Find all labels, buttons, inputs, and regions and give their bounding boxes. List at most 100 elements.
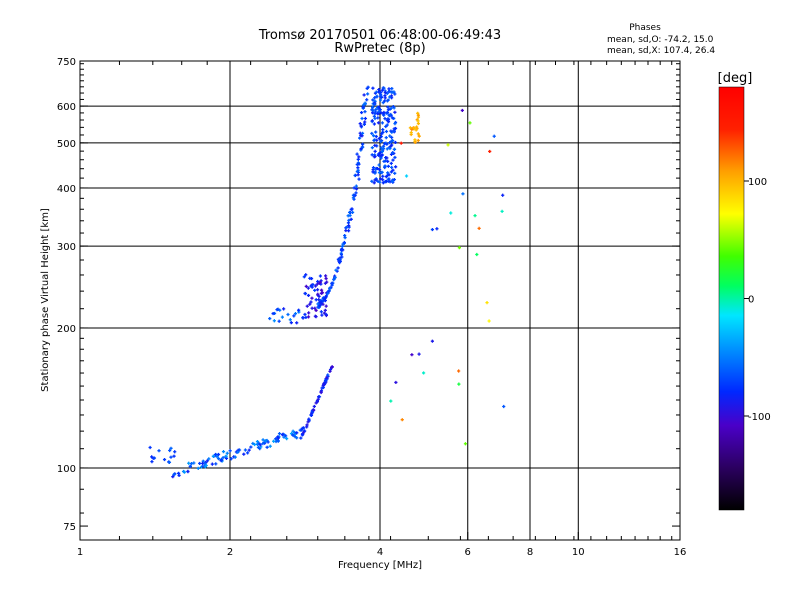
data-point [347,229,351,233]
data-point [371,98,375,102]
data-point [277,432,282,436]
data-point [357,177,361,181]
data-point [324,295,328,299]
data-point [382,110,386,115]
data-point [393,171,397,175]
data-point [379,91,383,95]
data-point [313,288,317,292]
data-point [383,99,387,103]
data-point [394,165,398,169]
data-point [349,217,353,221]
phase-info-x: mean, sd,X: 107.4, 26.4 [607,46,715,56]
data-point [373,102,377,107]
data-point [387,113,391,117]
data-point [375,166,380,171]
data-point [374,134,378,139]
data-point [315,282,319,286]
y-tick-label: 600 [57,102,76,113]
y-tick-labels: 75 100 200 300 400 500 600 750 [57,57,76,533]
data-point [379,94,383,98]
data-point [213,452,218,457]
data-point [323,296,327,301]
data-point [409,131,413,135]
data-point [282,307,286,311]
y-tick-label: 300 [57,242,76,253]
data-point [299,436,303,440]
data-point [366,92,370,96]
data-point [373,138,377,142]
data-point [282,435,286,439]
data-point [377,163,381,167]
data-point [381,146,386,150]
data-point [378,168,382,172]
data-point [311,283,315,287]
data-point [304,273,308,277]
data-point [354,191,358,195]
data-point [261,442,265,446]
data-point [363,101,367,105]
data-point [302,275,306,279]
data-point [400,418,404,422]
data-point [308,302,312,306]
data-point [375,94,379,98]
data-point [412,126,416,130]
data-point [247,448,251,452]
data-point [305,425,309,429]
data-point [211,454,215,458]
data-point [291,429,295,433]
data-point [303,292,308,296]
data-point [225,451,229,455]
data-point [391,151,395,155]
data-point [416,132,420,136]
data-point [389,144,393,148]
x-tick-label: 10 [572,547,585,558]
data-point [373,178,377,182]
data-point [272,319,276,323]
colorbar [719,87,744,510]
data-point [377,105,381,109]
data-point [357,155,361,159]
chart-subtitle: RwPretec (8p) [334,41,425,56]
data-point [303,429,307,433]
data-point [207,457,211,461]
data-point [317,281,322,285]
data-point [340,248,344,252]
data-point [224,454,228,458]
data-point [328,286,332,290]
data-point [385,156,389,160]
data-point [272,439,276,443]
data-point [198,461,202,466]
data-point [264,439,268,443]
data-point [457,369,461,373]
data-point [372,114,376,119]
data-point [390,135,394,140]
data-point [392,147,396,151]
data-point [243,448,248,452]
data-point [370,131,374,136]
data-point [371,170,375,174]
data-point [384,129,389,134]
data-point [306,286,310,290]
data-point [386,105,390,109]
data-point [384,124,388,129]
data-point [314,308,318,313]
data-point [372,122,376,126]
data-point [384,179,389,183]
data-point [371,108,375,113]
data-point [324,312,328,317]
data-point [169,446,173,450]
data-point [376,179,380,183]
data-point [352,186,356,190]
data-point [172,454,176,458]
data-point [381,181,385,185]
data-point [258,447,262,451]
data-point [460,108,464,113]
data-point [318,304,322,308]
data-point [333,275,337,280]
data-point [277,319,281,323]
data-point [378,180,382,184]
data-point [392,127,396,131]
data-point [304,284,308,289]
data-point [389,399,393,403]
data-point [323,281,328,285]
